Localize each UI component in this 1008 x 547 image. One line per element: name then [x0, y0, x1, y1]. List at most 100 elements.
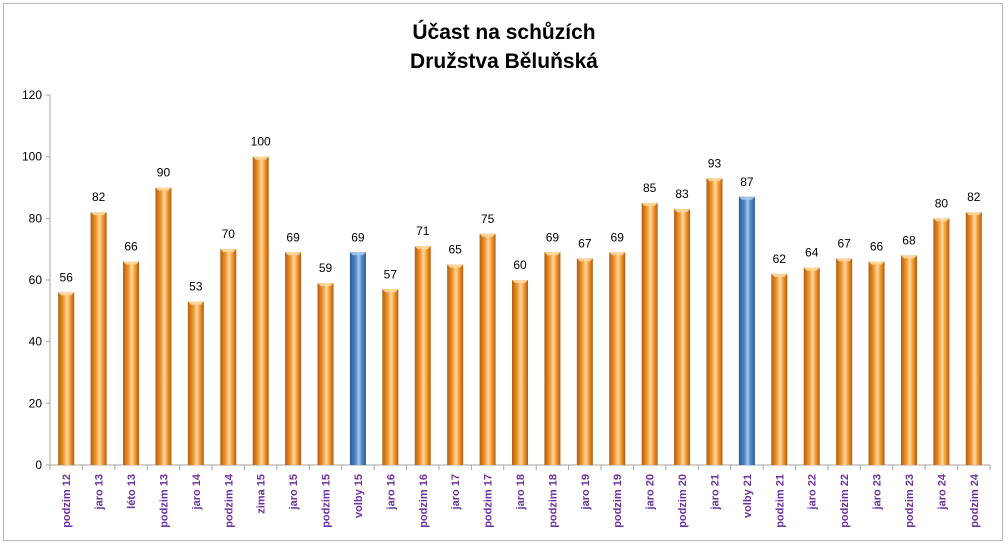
bar-top-bevel [155, 187, 172, 191]
category-label: podzim 20 [677, 474, 689, 528]
bar [836, 258, 853, 465]
bar-group [512, 280, 528, 465]
bar-group [738, 196, 755, 465]
data-label: 67 [578, 236, 592, 250]
bar-top-bevel [641, 202, 658, 206]
bar-top-bevel [771, 273, 788, 277]
data-label: 100 [251, 135, 271, 149]
bar [90, 212, 107, 465]
bar [317, 283, 334, 465]
bar-group [479, 233, 496, 465]
data-label: 69 [611, 230, 625, 244]
category-label: jaro 19 [580, 474, 592, 510]
category-label: jaro 14 [191, 473, 203, 510]
bar-top-bevel [382, 289, 399, 293]
data-label: 82 [967, 190, 981, 204]
bar-group [382, 289, 399, 465]
category-label: volby 21 [742, 474, 754, 518]
category-label: podzim 23 [904, 474, 916, 528]
data-label: 64 [805, 246, 819, 260]
category-label: volby 15 [353, 474, 365, 518]
data-label: 87 [740, 175, 754, 189]
bar-group [317, 283, 334, 465]
bar-top-bevel [447, 264, 464, 268]
bar-top-bevel [317, 283, 334, 287]
category-label: jaro 18 [515, 474, 527, 510]
bar [58, 292, 75, 465]
bar-group [123, 261, 140, 465]
bar-top-bevel [803, 267, 820, 271]
bar [382, 289, 399, 465]
category-label: jaro 13 [94, 474, 106, 510]
bar [220, 249, 237, 465]
category-label: podzim 18 [547, 474, 559, 528]
data-label: 75 [481, 212, 495, 226]
bar-top-bevel [544, 252, 561, 256]
data-label: 66 [124, 240, 138, 254]
bar [706, 178, 723, 465]
bar-top-bevel [252, 156, 269, 160]
data-label: 57 [384, 267, 398, 281]
bar-top-bevel [738, 196, 755, 200]
data-label: 93 [708, 156, 722, 170]
bar [771, 273, 788, 465]
chart-title-line-2: Družstva Běluňská [410, 50, 598, 73]
category-label: jaro 21 [709, 474, 721, 510]
bar-group [836, 258, 853, 465]
bar-top-bevel [58, 292, 75, 296]
data-label: 85 [643, 181, 657, 195]
bar [900, 255, 917, 465]
bar-top-bevel [512, 280, 528, 283]
data-label: 80 [935, 196, 949, 210]
bar-top-bevel [349, 252, 366, 256]
bar [868, 261, 885, 465]
category-label: jaro 24 [936, 473, 948, 510]
data-label: 60 [513, 258, 527, 272]
chart-title: Účast na schůzích Družstva Běluňská [0, 18, 1008, 76]
data-label: 56 [60, 270, 74, 284]
category-label: podzim 19 [612, 474, 624, 528]
bar-group [252, 156, 269, 465]
bar [123, 261, 140, 465]
bar [285, 252, 302, 465]
bar-top-bevel [220, 249, 237, 253]
bar-top-bevel [706, 178, 723, 182]
bar [803, 267, 820, 465]
data-label: 82 [92, 190, 106, 204]
bar-group [285, 252, 302, 465]
bar-group [965, 212, 982, 465]
bar-top-bevel [90, 212, 107, 216]
category-label: podzim 17 [483, 474, 495, 528]
bar-top-bevel [836, 258, 853, 262]
bar [544, 252, 561, 465]
category-label: jaro 15 [288, 474, 300, 510]
data-label: 66 [870, 240, 884, 254]
bar-group [187, 301, 204, 465]
y-tick-label: 20 [29, 396, 43, 410]
data-label: 83 [675, 187, 689, 201]
y-tick-label: 60 [29, 273, 43, 287]
data-label: 90 [157, 166, 171, 180]
bar-top-bevel [187, 301, 204, 305]
category-label: podzim 14 [223, 473, 235, 528]
bar [609, 252, 626, 465]
bar [349, 252, 366, 465]
bar-group [706, 178, 723, 465]
bar [414, 246, 431, 465]
bar [933, 218, 950, 465]
y-tick-label: 100 [22, 150, 42, 164]
chart-title-line-1: Účast na schůzích [412, 21, 596, 44]
bar [576, 258, 593, 465]
bar-group [544, 252, 561, 465]
bar-group [933, 218, 950, 465]
data-label: 62 [773, 252, 787, 266]
bar-group [576, 258, 593, 465]
category-label: podzim 12 [61, 474, 73, 528]
category-label: jaro 16 [385, 474, 397, 510]
y-tick-label: 40 [29, 335, 43, 349]
bar-top-bevel [609, 252, 626, 256]
data-label: 69 [546, 230, 560, 244]
bar [641, 202, 658, 465]
bar [252, 156, 269, 465]
